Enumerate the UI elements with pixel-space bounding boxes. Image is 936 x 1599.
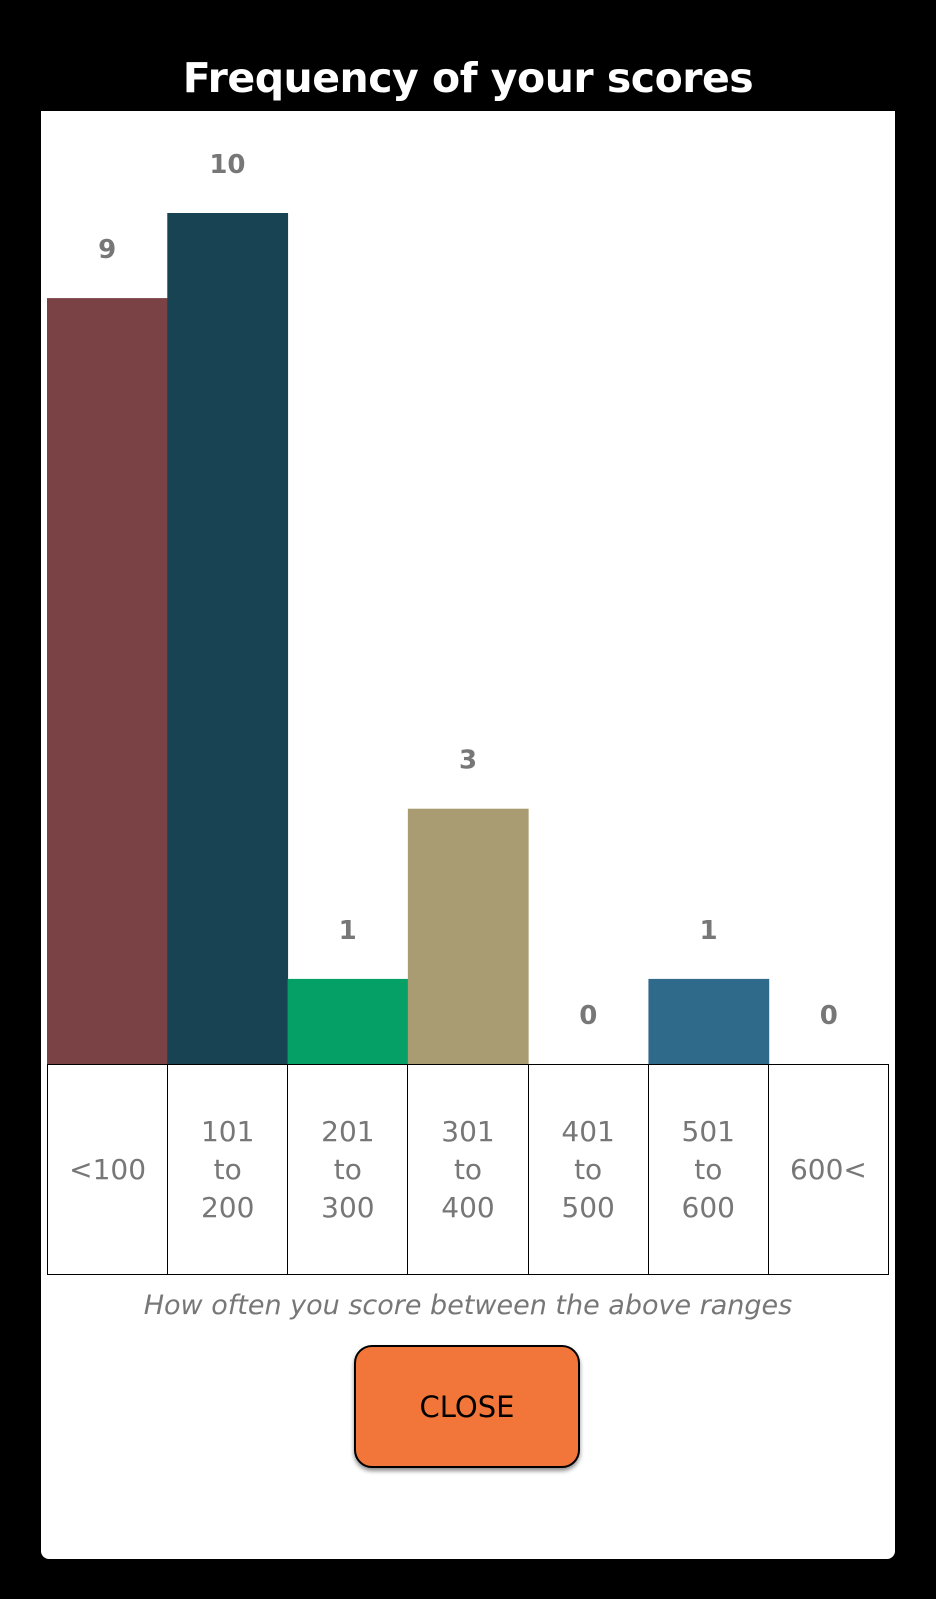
bar-value-label-2: 1	[339, 916, 357, 946]
dialog-title: Frequency of your scores	[182, 53, 754, 102]
chart-caption: How often you score between the above ra…	[143, 1290, 793, 1321]
bar-5	[648, 978, 770, 1064]
bar-value-label-3: 3	[459, 746, 477, 776]
category-label-3: 301 to 400	[408, 1065, 529, 1274]
category-label-5: 501 to 600	[649, 1065, 769, 1274]
category-table: <100 101 to 200 201 to 300 301 to 400 401 to…	[47, 1064, 889, 1275]
bar-1	[167, 213, 289, 1064]
category-label-1: 101 to 200	[168, 1065, 289, 1274]
category-label-4: 401 to 500	[529, 1065, 649, 1274]
bar-value-label-1: 10	[209, 150, 245, 180]
bar-value-label-5: 1	[700, 916, 718, 946]
category-label-6: 600<	[789, 1152, 867, 1186]
bar-3	[407, 808, 529, 1064]
bar-value-label-0: 9	[98, 235, 116, 265]
bar-0	[47, 298, 168, 1065]
bar-2	[287, 978, 409, 1064]
close-button[interactable]: CLOSE	[354, 1345, 580, 1468]
bar-value-label-4: 0	[579, 1001, 597, 1031]
category-label-2: 201 to 300	[288, 1065, 409, 1274]
bar-value-label-6: 0	[820, 1001, 838, 1031]
title-bar: Frequency of your scores	[41, 44, 895, 111]
category-label-0: <100	[48, 1065, 169, 1274]
